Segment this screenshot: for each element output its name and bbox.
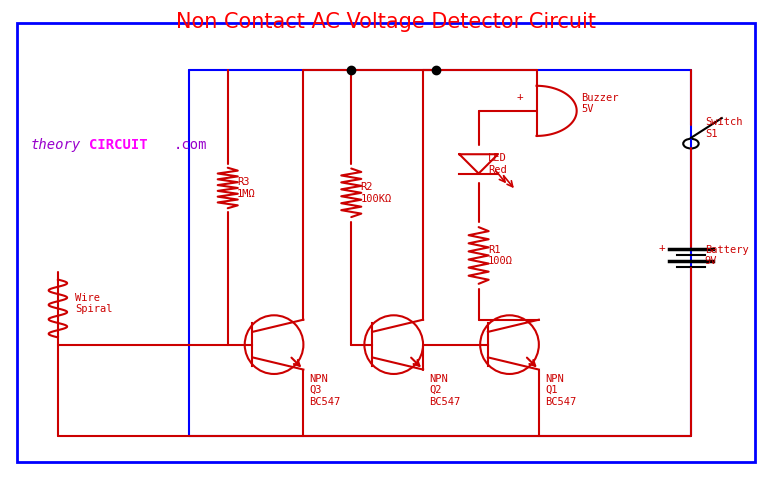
Text: +: + [516,92,523,102]
Text: Non Contact AC Voltage Detector Circuit: Non Contact AC Voltage Detector Circuit [176,12,596,32]
Text: NPN
Q1
BC547: NPN Q1 BC547 [545,374,576,407]
Text: R2
100KΩ: R2 100KΩ [361,182,391,203]
Text: CIRCUIT: CIRCUIT [89,137,147,152]
Text: Wire
Spiral: Wire Spiral [75,293,113,314]
Text: .com: .com [174,137,207,152]
Text: Battery
9V: Battery 9V [705,245,749,266]
Text: Switch
S1: Switch S1 [705,117,743,138]
Text: NPN
Q3
BC547: NPN Q3 BC547 [310,374,340,407]
Text: Buzzer
5V: Buzzer 5V [581,93,619,114]
Text: NPN
Q2
BC547: NPN Q2 BC547 [429,374,460,407]
Text: +: + [659,243,665,253]
Text: R3
1MΩ: R3 1MΩ [237,177,256,199]
Text: theory: theory [31,137,81,152]
Text: R1
100Ω: R1 100Ω [488,245,513,266]
Text: LED
Red: LED Red [488,153,506,174]
